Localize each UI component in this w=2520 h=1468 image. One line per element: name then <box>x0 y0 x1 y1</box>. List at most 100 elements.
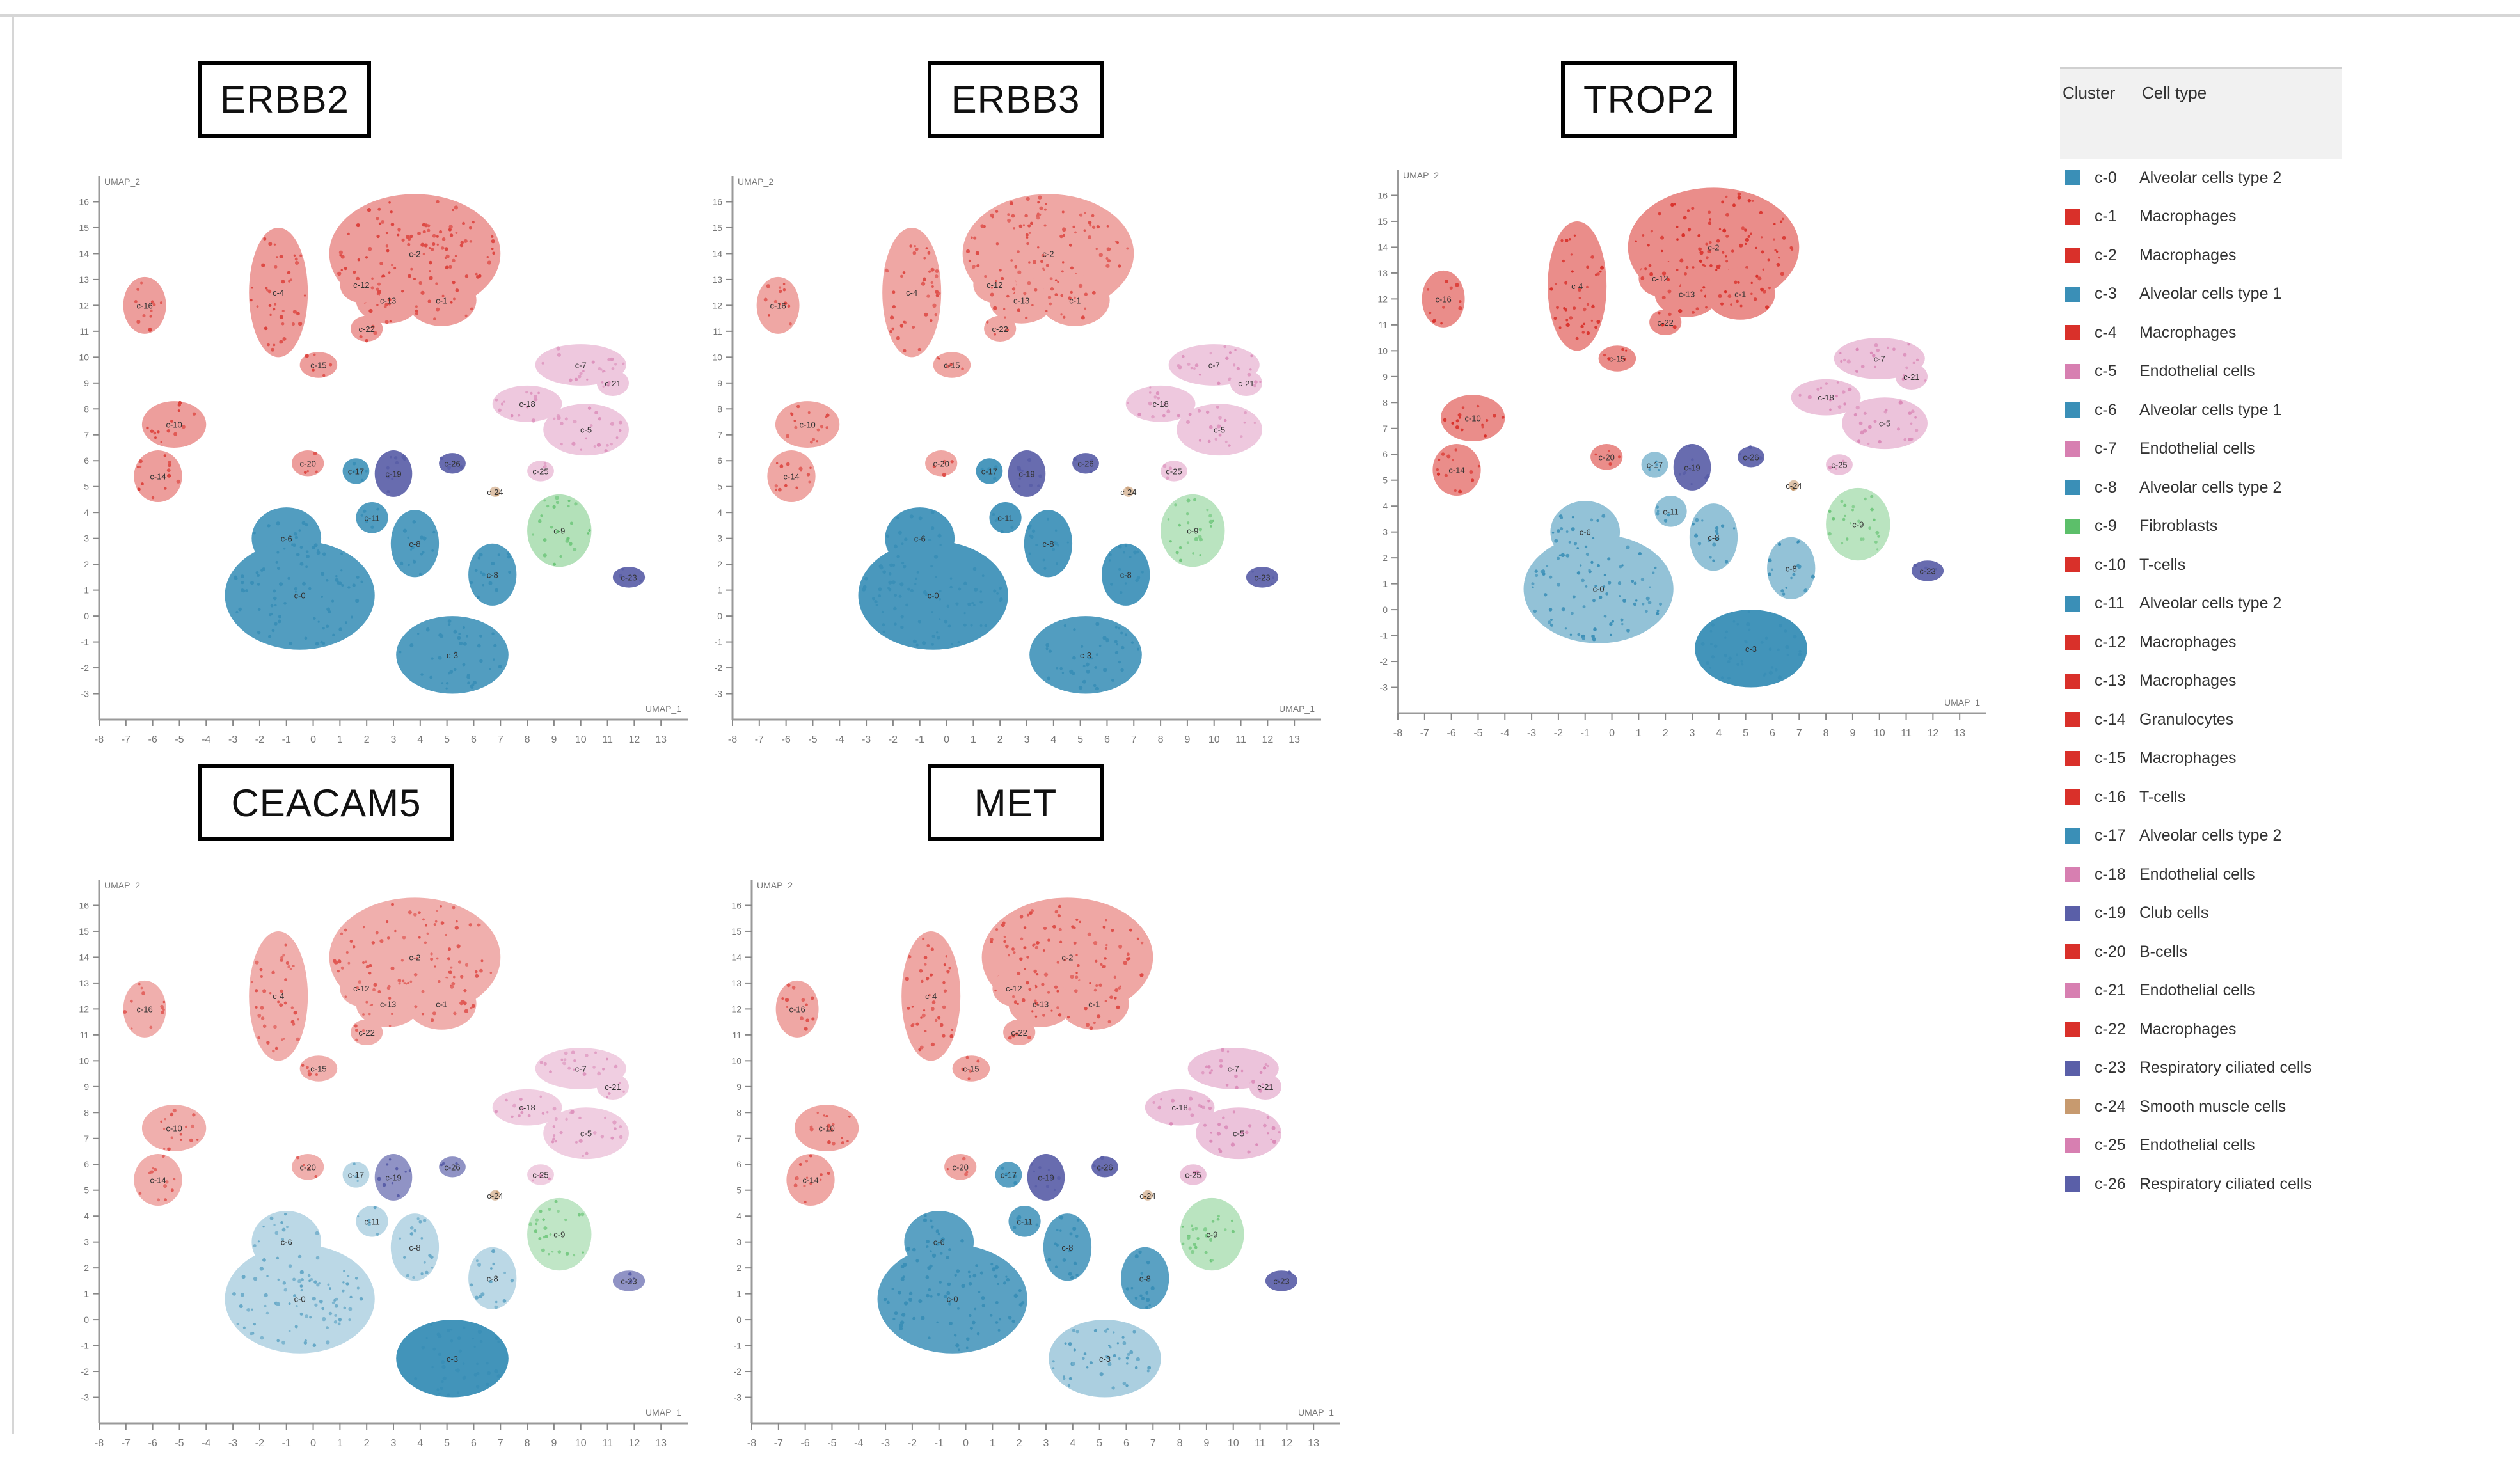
cell-point <box>276 1256 280 1260</box>
cell-point <box>1104 1000 1107 1002</box>
cell-point <box>442 1376 447 1381</box>
cell-point <box>452 281 456 285</box>
cell-point <box>1185 420 1191 424</box>
cell-point <box>1829 408 1832 411</box>
cell-point <box>1026 1221 1029 1225</box>
cell-point <box>892 304 896 309</box>
cell-point <box>376 1233 379 1236</box>
cell-point <box>900 615 904 619</box>
axes: -8 -7 -6 -5 -4 -3 -2 -1 0 1 2 3 4 5 6 7 8 9 10 11 12 13-3-2-1… <box>712 176 1321 745</box>
cluster-points-c-15 <box>936 356 964 370</box>
cell-point <box>832 1123 835 1126</box>
cluster-c-20 <box>292 1154 324 1180</box>
cell-point <box>368 246 372 251</box>
legend-cell-type: Respiratory ciliated cells <box>2139 1174 2312 1193</box>
cluster-label: c-10 <box>166 1124 182 1133</box>
cluster-points-c-8 <box>400 520 436 576</box>
cell-point <box>422 223 426 227</box>
cell-point <box>1501 416 1505 419</box>
cell-point <box>1083 1352 1087 1356</box>
cell-point <box>1190 1224 1193 1227</box>
x-tick-label: 8 <box>1823 728 1829 739</box>
cell-point <box>434 920 438 923</box>
cluster-points-c-18 <box>495 391 540 423</box>
cell-point <box>253 1276 258 1281</box>
legend-swatch <box>2065 712 2080 728</box>
cell-point <box>1007 218 1011 223</box>
cell-point <box>1251 570 1254 573</box>
cell-point <box>1175 551 1179 555</box>
cell-point <box>1148 1304 1151 1307</box>
cell-point <box>335 961 338 965</box>
cell-point <box>1047 938 1050 942</box>
cell-point <box>1022 224 1026 226</box>
cell-point <box>386 466 390 470</box>
cell-point <box>1603 585 1606 588</box>
y-axis-label: UMAP_2 <box>104 880 140 890</box>
cell-point <box>1125 1356 1129 1360</box>
cell-point <box>1549 287 1553 291</box>
cell-point <box>1043 224 1047 227</box>
cell-point <box>1166 476 1169 480</box>
cell-point <box>1687 228 1692 232</box>
x-tick-label: -1 <box>935 1438 944 1449</box>
cluster-points-c-17 <box>353 1162 359 1183</box>
cell-point <box>476 1362 479 1366</box>
cell-point <box>356 223 360 228</box>
cluster-c-16 <box>756 276 800 334</box>
cell-point <box>989 937 994 942</box>
cell-point <box>475 1385 480 1389</box>
cell-point <box>1828 465 1832 470</box>
cell-point <box>932 303 937 308</box>
cell-point <box>1197 409 1201 413</box>
legend-swatch <box>2065 441 2080 457</box>
cell-point <box>1120 590 1123 594</box>
cell-point <box>417 632 420 635</box>
cell-point <box>448 265 452 269</box>
cluster-points-c-19 <box>1679 445 1710 485</box>
cell-point <box>1633 581 1637 585</box>
cell-point <box>1471 478 1475 482</box>
cell-point <box>1073 941 1077 945</box>
cell-point <box>432 1011 436 1016</box>
cell-point <box>560 1058 564 1061</box>
cell-point <box>259 968 263 972</box>
cell-point <box>555 501 560 505</box>
cell-point <box>292 965 295 968</box>
cell-point <box>801 998 805 1002</box>
cell-point <box>1748 628 1751 631</box>
cell-point <box>937 636 940 640</box>
cell-point <box>1577 633 1581 636</box>
cell-point <box>1047 676 1051 681</box>
cell-point <box>578 1213 581 1217</box>
cell-point <box>371 324 375 329</box>
x-tick-label: -7 <box>755 734 764 745</box>
cell-point <box>1248 1124 1252 1128</box>
cell-point <box>262 1226 265 1228</box>
cell-point <box>436 957 439 960</box>
cell-point <box>1603 354 1606 357</box>
cluster-c-8 <box>390 510 440 578</box>
cell-point <box>1072 1227 1077 1231</box>
cluster-points-c-11 <box>357 1206 379 1236</box>
cell-point <box>1033 943 1036 946</box>
cell-point <box>485 1382 489 1387</box>
cell-point <box>937 1293 940 1297</box>
cell-point <box>1913 564 1917 568</box>
cell-point <box>1081 315 1085 320</box>
cluster-points-c-12 <box>344 972 381 1004</box>
cell-point <box>438 633 443 638</box>
cell-point <box>907 1006 910 1010</box>
cell-point <box>269 313 272 317</box>
cell-point <box>1031 1010 1034 1013</box>
cell-point <box>431 248 434 251</box>
cluster-label: c-11 <box>364 513 379 523</box>
cell-point <box>1234 1074 1238 1078</box>
cluster-label: c-8 <box>409 539 420 549</box>
cluster-points-c-18 <box>1798 381 1852 411</box>
cell-point <box>409 1232 414 1236</box>
cell-point <box>1594 273 1598 276</box>
cell-point <box>420 553 424 556</box>
cell-point <box>140 986 143 990</box>
cell-point <box>1129 1350 1134 1354</box>
